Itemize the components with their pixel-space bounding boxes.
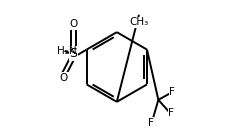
Text: S: S bbox=[69, 47, 77, 60]
Text: F: F bbox=[148, 118, 154, 128]
Text: O: O bbox=[60, 73, 68, 83]
Text: F: F bbox=[169, 87, 175, 97]
Text: F: F bbox=[168, 108, 174, 118]
Text: H₂N: H₂N bbox=[56, 46, 76, 56]
Text: O: O bbox=[69, 19, 77, 29]
Text: CH₃: CH₃ bbox=[129, 17, 149, 27]
